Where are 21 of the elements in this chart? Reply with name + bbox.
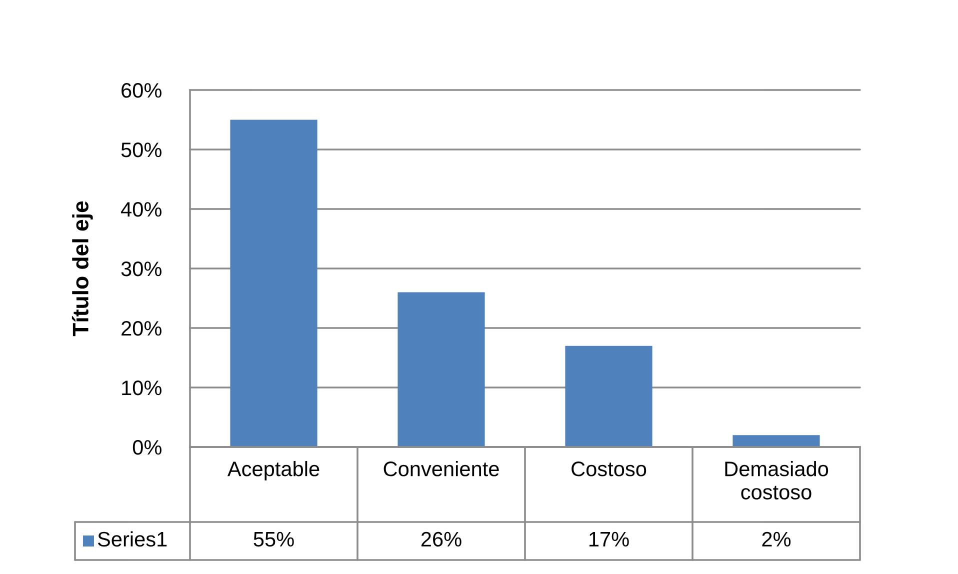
y-tick-label: 40% bbox=[121, 202, 162, 217]
data-label: 17% bbox=[589, 532, 629, 547]
y-tick-label: 0% bbox=[132, 440, 162, 455]
y-tick-label: 10% bbox=[122, 380, 162, 396]
data-label: 55% bbox=[254, 532, 294, 547]
bar bbox=[565, 346, 652, 447]
x-tick-label: Aceptable bbox=[227, 461, 320, 480]
x-tick-label: Costoso bbox=[572, 462, 646, 476]
y-axis-title: Título del eje bbox=[72, 201, 93, 336]
bar bbox=[732, 435, 820, 447]
data-label: 26% bbox=[421, 532, 462, 547]
y-tick-label: 50% bbox=[121, 142, 162, 158]
x-tick-label: Demasiado costoso bbox=[725, 461, 828, 500]
bar bbox=[230, 120, 318, 447]
data-label: 2% bbox=[762, 532, 791, 547]
y-tick-label: 20% bbox=[122, 321, 162, 336]
bar bbox=[398, 292, 485, 447]
x-tick-label: Conveniente bbox=[384, 461, 499, 476]
y-tick-label: 60% bbox=[122, 83, 162, 98]
y-tick-label: 30% bbox=[121, 262, 162, 276]
legend-label: Series1 bbox=[98, 531, 167, 547]
